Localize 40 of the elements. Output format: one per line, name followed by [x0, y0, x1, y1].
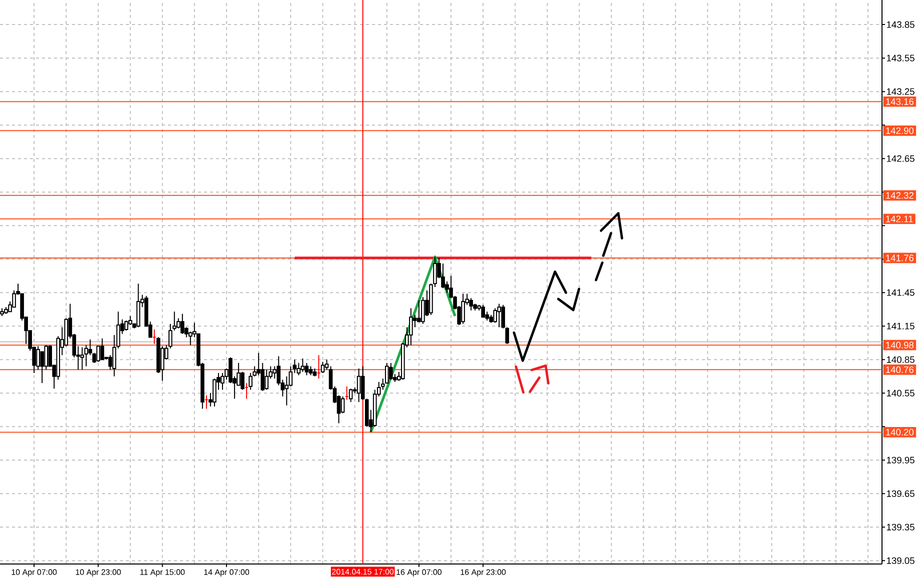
candlestick [348, 388, 353, 403]
x-tick-label: 2014.04.15 17:00 [332, 568, 394, 575]
y-tick-label: 139.05 [886, 557, 914, 564]
ref-line-label: 140.76 [886, 366, 914, 373]
y-tick-label: 140.55 [886, 390, 914, 396]
y-tick-label: 142.65 [886, 155, 914, 162]
y-tick-label: 139.95 [886, 456, 914, 464]
ref-line-label: 142.90 [886, 127, 914, 134]
x-tick-label: 11 Apr 15:00 [140, 569, 185, 576]
x-tick-label: 10 Apr 07:00 [12, 569, 57, 576]
y-tick-label: 143.55 [886, 54, 914, 62]
candlestick [264, 369, 269, 390]
x-tick-label: 14 Apr 07:00 [204, 569, 250, 576]
y-tick-label: 139.65 [886, 490, 914, 497]
ref-line-label: 142.11 [886, 216, 913, 222]
ref-line-label: 142.32 [886, 192, 914, 199]
candlestick [188, 331, 192, 346]
y-tick-label: 139.35 [886, 524, 914, 530]
y-tick-label: 140.85 [886, 356, 914, 363]
x-tick-label: 10 Apr 23:00 [76, 569, 121, 576]
candlestick [96, 346, 100, 362]
candlestick [100, 338, 104, 360]
y-tick-label: 143.85 [886, 21, 914, 28]
y-tick-label: 143.25 [886, 88, 914, 95]
ref-line-label: 143.16 [886, 98, 914, 105]
candlestick [80, 346, 84, 370]
candlestick [284, 376, 289, 406]
candlestick [356, 368, 361, 403]
candlestick [384, 362, 389, 384]
ref-line-label: 140.98 [886, 342, 914, 348]
y-tick-label: 141.15 [886, 322, 914, 330]
x-tick-label: 16 Apr 23:00 [460, 569, 506, 576]
y-tick-label: 141.45 [886, 289, 914, 296]
ref-line-label: 140.20 [886, 428, 914, 436]
candlestick [220, 372, 224, 390]
candlestick [248, 372, 252, 390]
ref-line-label: 141.76 [886, 254, 914, 262]
candlestick [409, 308, 413, 346]
x-tick-label: 16 Apr 07:00 [396, 569, 442, 576]
candlestick [312, 368, 317, 377]
